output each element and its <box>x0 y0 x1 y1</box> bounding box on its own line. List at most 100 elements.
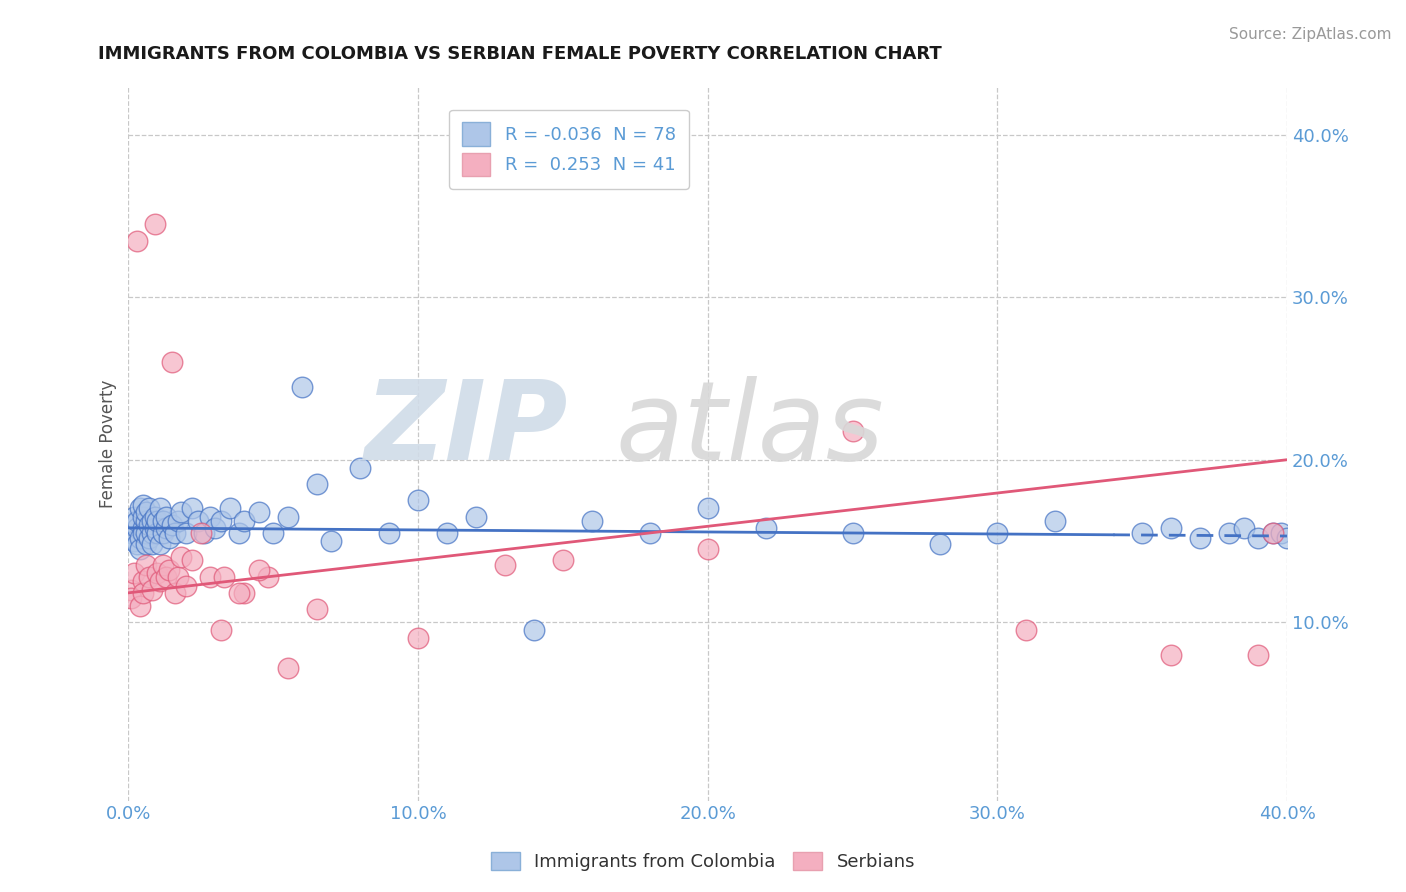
Point <box>1261 525 1284 540</box>
Point <box>166 515 188 529</box>
Point <box>262 525 284 540</box>
Point <box>228 586 250 600</box>
Point <box>129 531 152 545</box>
Point <box>1015 623 1038 637</box>
Point <box>166 569 188 583</box>
Point <box>163 586 186 600</box>
Point <box>181 553 204 567</box>
Point <box>841 424 863 438</box>
Point <box>1275 531 1298 545</box>
Point <box>152 558 174 573</box>
Point <box>204 521 226 535</box>
Point <box>155 569 177 583</box>
Point <box>120 525 142 540</box>
Point <box>163 525 186 540</box>
Point <box>127 521 149 535</box>
Point <box>141 525 163 540</box>
Point <box>138 569 160 583</box>
Point <box>209 623 232 637</box>
Point <box>132 586 155 600</box>
Y-axis label: Female Poverty: Female Poverty <box>100 379 117 508</box>
Point <box>135 505 157 519</box>
Point <box>755 521 778 535</box>
Point <box>127 515 149 529</box>
Point <box>127 537 149 551</box>
Point <box>122 566 145 581</box>
Point <box>1247 648 1270 662</box>
Point <box>1218 525 1240 540</box>
Point <box>155 509 177 524</box>
Point <box>1189 531 1212 545</box>
Point <box>149 501 172 516</box>
Point <box>176 579 198 593</box>
Point <box>1160 521 1182 535</box>
Point <box>135 515 157 529</box>
Point <box>1261 525 1284 540</box>
Point <box>277 660 299 674</box>
Point <box>122 533 145 548</box>
Point <box>149 537 172 551</box>
Point <box>129 599 152 613</box>
Point <box>157 531 180 545</box>
Point <box>494 558 516 573</box>
Point <box>291 379 314 393</box>
Point <box>247 563 270 577</box>
Text: Source: ZipAtlas.com: Source: ZipAtlas.com <box>1229 27 1392 42</box>
Point <box>132 574 155 589</box>
Point <box>169 505 191 519</box>
Point <box>218 501 240 516</box>
Point <box>138 501 160 516</box>
Point <box>152 525 174 540</box>
Point <box>138 517 160 532</box>
Point <box>436 525 458 540</box>
Point <box>638 525 661 540</box>
Point <box>129 501 152 516</box>
Point <box>581 515 603 529</box>
Text: IMMIGRANTS FROM COLOMBIA VS SERBIAN FEMALE POVERTY CORRELATION CHART: IMMIGRANTS FROM COLOMBIA VS SERBIAN FEMA… <box>98 45 942 62</box>
Point <box>523 623 546 637</box>
Point <box>141 537 163 551</box>
Point <box>149 574 172 589</box>
Point <box>1160 648 1182 662</box>
Point <box>696 501 718 516</box>
Point <box>551 553 574 567</box>
Point <box>141 582 163 597</box>
Point <box>169 550 191 565</box>
Point <box>256 569 278 583</box>
Point <box>135 558 157 573</box>
Point <box>120 591 142 605</box>
Point <box>696 541 718 556</box>
Point <box>212 569 235 583</box>
Point <box>122 509 145 524</box>
Point <box>228 525 250 540</box>
Point <box>198 569 221 583</box>
Point <box>321 533 343 548</box>
Point <box>1247 531 1270 545</box>
Point <box>135 537 157 551</box>
Point <box>277 509 299 524</box>
Point <box>247 505 270 519</box>
Point <box>143 521 166 535</box>
Point <box>138 531 160 545</box>
Point <box>160 517 183 532</box>
Point <box>233 515 256 529</box>
Point <box>305 602 328 616</box>
Point <box>190 525 212 540</box>
Point <box>135 525 157 540</box>
Point <box>157 563 180 577</box>
Point <box>146 525 169 540</box>
Point <box>120 517 142 532</box>
Point <box>841 525 863 540</box>
Point <box>986 525 1008 540</box>
Point <box>160 355 183 369</box>
Point <box>349 460 371 475</box>
Point <box>1045 515 1067 529</box>
Point <box>152 515 174 529</box>
Text: ZIP: ZIP <box>366 376 569 483</box>
Point <box>132 509 155 524</box>
Point <box>146 515 169 529</box>
Point <box>181 501 204 516</box>
Point <box>132 521 155 535</box>
Point <box>406 632 429 646</box>
Point <box>132 525 155 540</box>
